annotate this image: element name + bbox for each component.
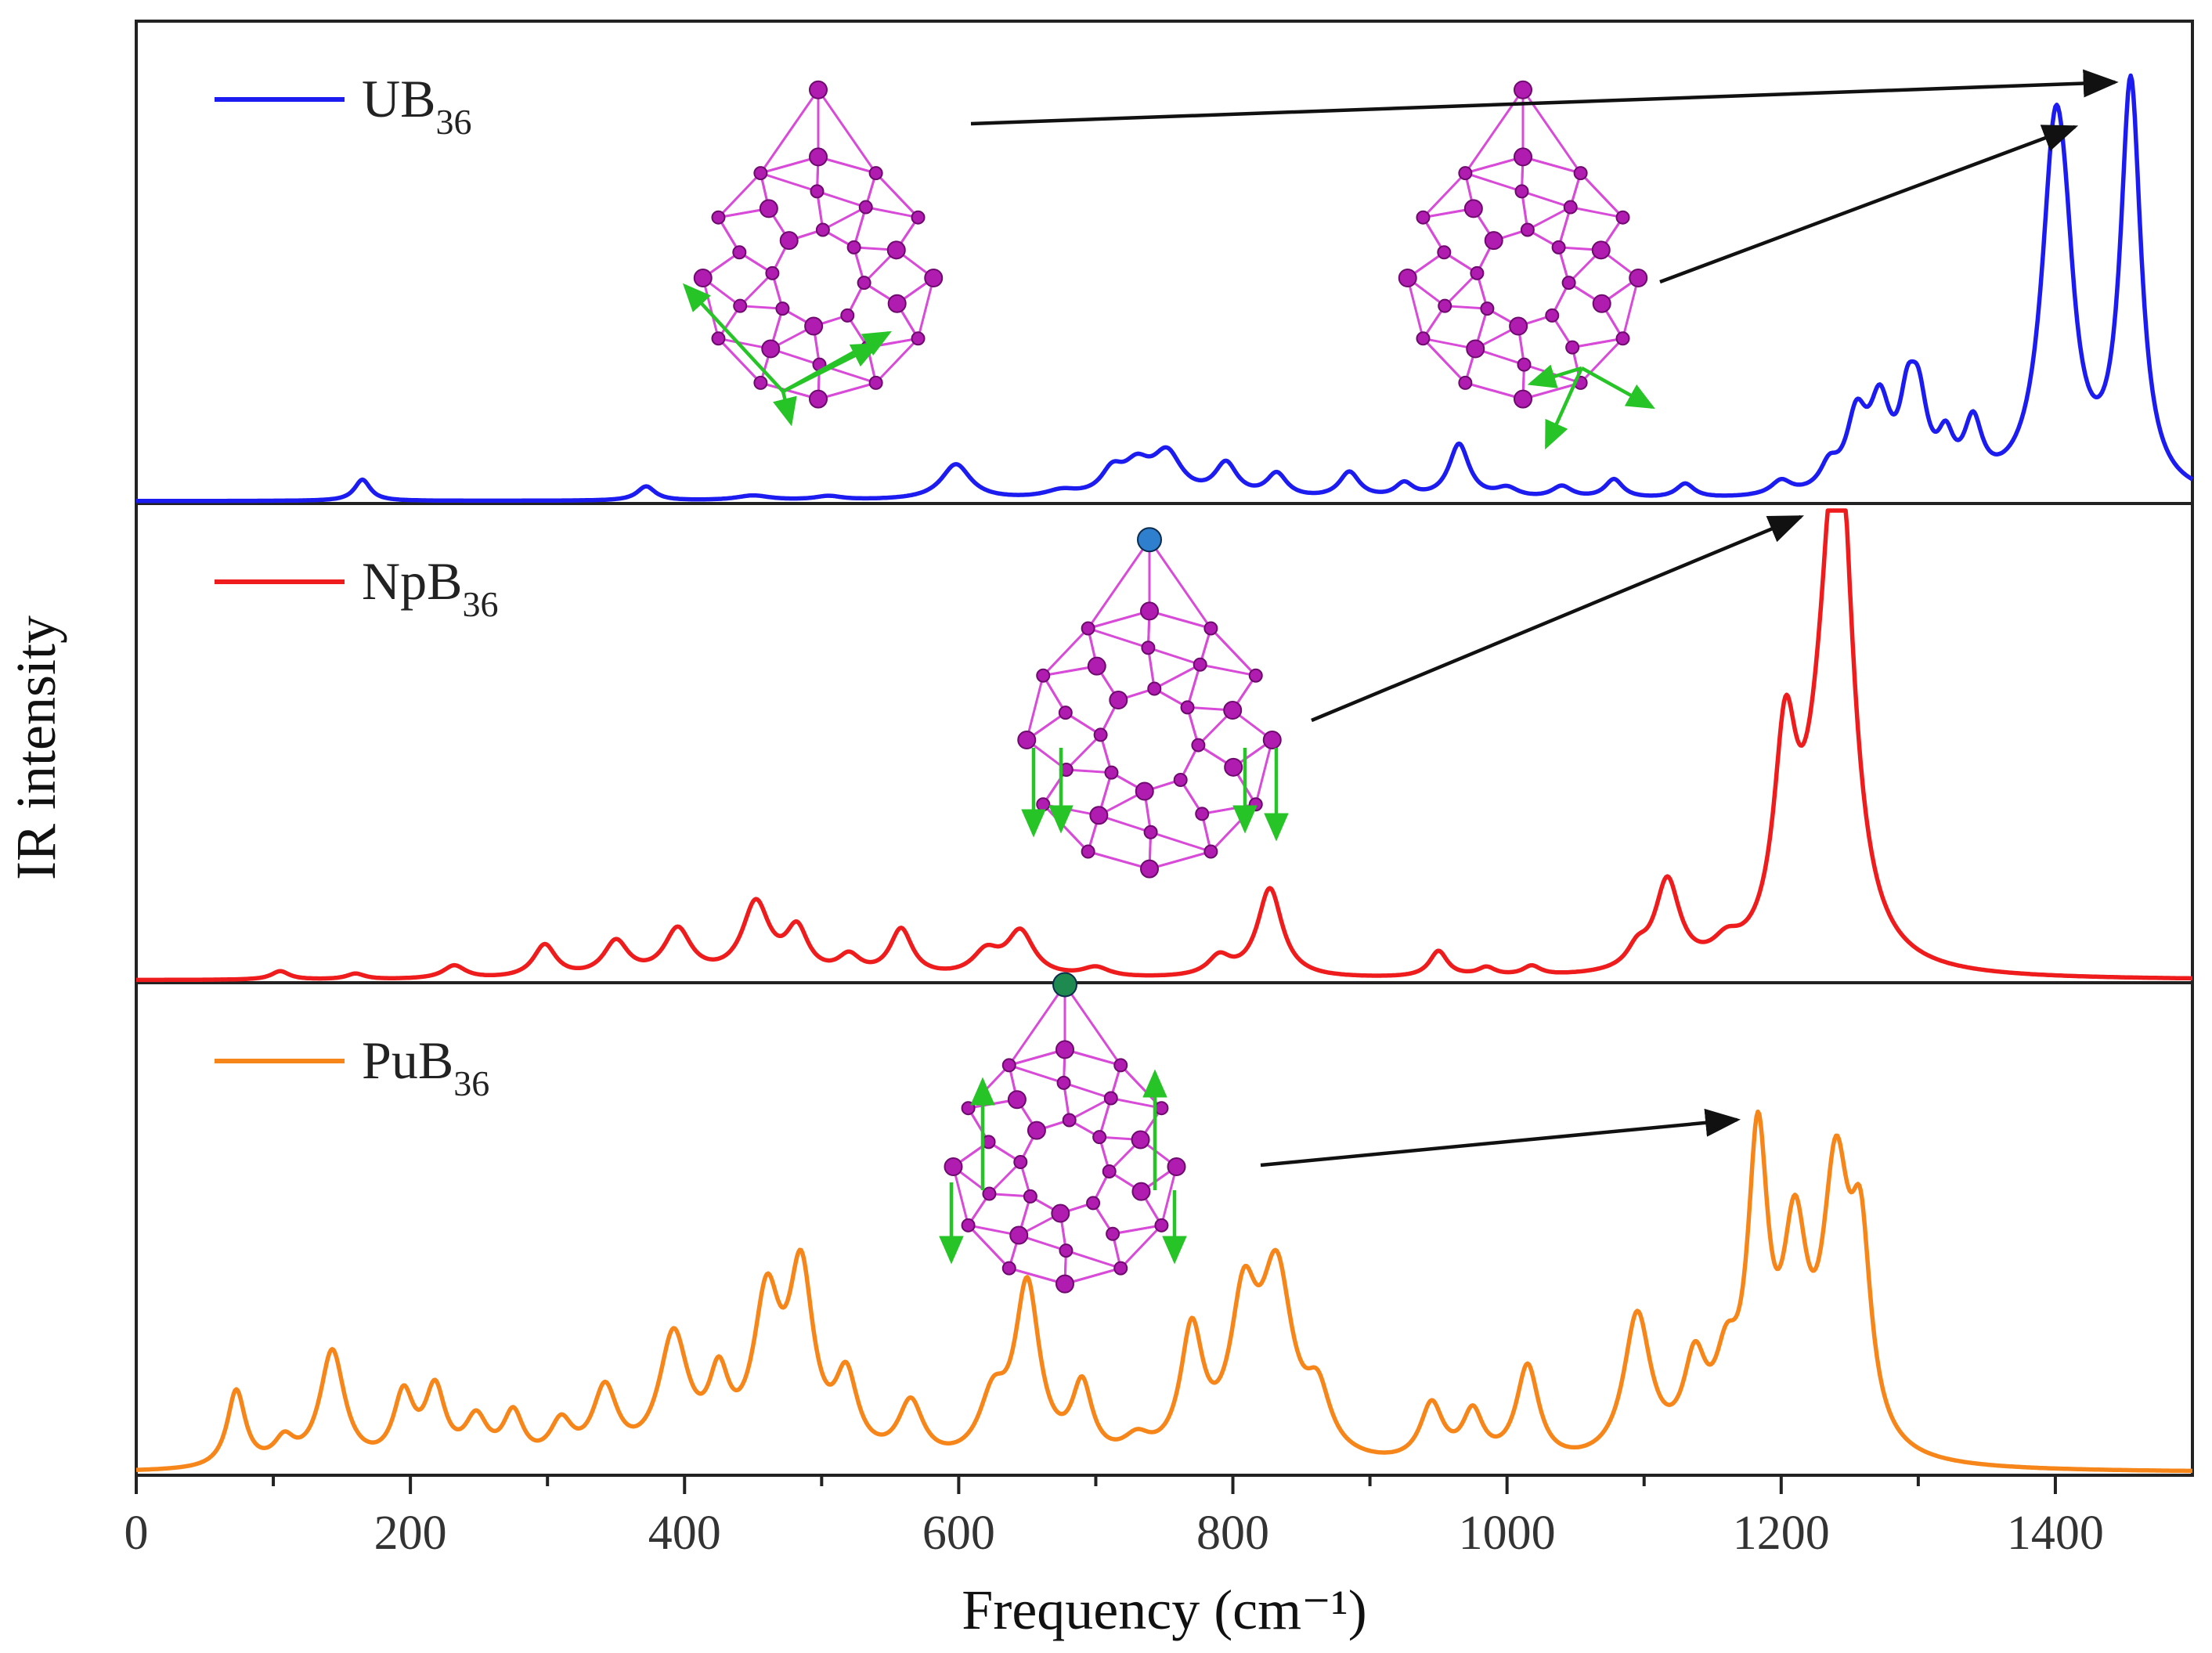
legend-label-UB36: UB36 — [362, 69, 471, 142]
spectra-panels: UB36 NpB36 PuB36 — [135, 69, 2194, 1474]
molecule-inset-npb36 — [1017, 527, 1289, 879]
pointer-arrow-npb36 — [1311, 514, 1804, 723]
x-tick-label: 800 — [1196, 1507, 1269, 1560]
series-line-UB36 — [135, 73, 2194, 503]
legend-label-PuB36: PuB36 — [362, 1030, 489, 1103]
x-tick-label: 1400 — [2007, 1507, 2104, 1560]
molecule-inset-ub36-b — [1398, 80, 1655, 450]
legend-subscript-PuB36: 36 — [453, 1063, 489, 1103]
x-tick-label: 400 — [648, 1507, 721, 1560]
pointer-arrow-ub36-b — [1659, 125, 2079, 284]
x-tick-label: 0 — [124, 1507, 149, 1560]
molecule-inset-pub36 — [939, 972, 1187, 1294]
series-line-NpB36 — [135, 508, 2193, 983]
molecule-inset-ub36-a — [682, 80, 944, 427]
x-axis-label: Frequency (cm⁻¹) — [962, 1579, 1366, 1641]
pointer-arrow-pub36 — [1260, 1108, 1741, 1168]
legend-subscript-UB36: 36 — [435, 102, 471, 142]
y-axis-label: IR intensity — [5, 615, 67, 880]
x-axis: 0 200 400 600 800 1000 1200 1400 — [124, 1475, 2104, 1560]
pointer-arrow-ub36-a — [970, 69, 2119, 126]
structure-insets — [682, 69, 2119, 1294]
x-tick-label: 1000 — [1459, 1507, 1556, 1560]
x-tick-label: 1200 — [1733, 1507, 1830, 1560]
legend-label-NpB36: NpB36 — [362, 551, 498, 624]
series-line-PuB36 — [135, 1109, 2193, 1474]
x-tick-label: 600 — [922, 1507, 995, 1560]
plot-frame — [135, 20, 2194, 1477]
x-tick-label: 200 — [374, 1507, 447, 1560]
legend-subscript-NpB36: 36 — [462, 584, 498, 624]
